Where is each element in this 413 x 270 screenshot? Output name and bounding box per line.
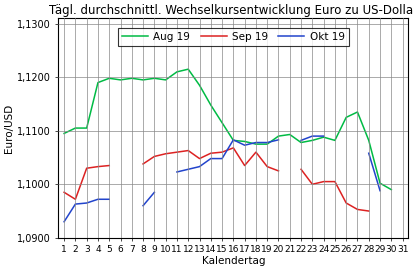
Aug 19 <box>231 139 236 142</box>
Okt 19 <box>95 198 100 201</box>
Sep 19 <box>107 164 112 167</box>
Okt 19 <box>73 202 78 206</box>
Aug 19 <box>174 70 179 73</box>
Title: Tägl. durchschnittl. Wechselkursentwicklung Euro zu US-Dollar: Tägl. durchschnittl. Wechselkursentwickl… <box>49 4 413 17</box>
Aug 19 <box>366 139 371 142</box>
Aug 19 <box>254 143 259 146</box>
Aug 19 <box>208 103 213 107</box>
Aug 19 <box>299 141 304 144</box>
Line: Sep 19: Sep 19 <box>64 166 109 199</box>
Aug 19 <box>140 78 145 82</box>
Aug 19 <box>220 121 225 124</box>
Aug 19 <box>152 77 157 80</box>
Aug 19 <box>163 78 168 82</box>
Aug 19 <box>95 81 100 84</box>
Okt 19 <box>62 220 66 223</box>
X-axis label: Kalendertag: Kalendertag <box>202 256 265 266</box>
Aug 19 <box>276 134 281 138</box>
Line: Okt 19: Okt 19 <box>64 199 109 222</box>
Sep 19 <box>95 165 100 168</box>
Aug 19 <box>332 139 337 142</box>
Aug 19 <box>84 126 89 130</box>
Aug 19 <box>62 132 66 135</box>
Line: Aug 19: Aug 19 <box>64 69 392 190</box>
Aug 19 <box>73 126 78 130</box>
Aug 19 <box>344 116 349 119</box>
Aug 19 <box>107 77 112 80</box>
Okt 19 <box>84 201 89 205</box>
Sep 19 <box>62 191 66 194</box>
Aug 19 <box>355 110 360 114</box>
Aug 19 <box>242 140 247 143</box>
Aug 19 <box>287 133 292 136</box>
Aug 19 <box>389 188 394 191</box>
Okt 19 <box>107 198 112 201</box>
Aug 19 <box>129 77 134 80</box>
Sep 19 <box>84 167 89 170</box>
Aug 19 <box>310 139 315 142</box>
Aug 19 <box>118 78 123 82</box>
Aug 19 <box>186 68 191 71</box>
Aug 19 <box>321 136 326 139</box>
Aug 19 <box>377 182 382 185</box>
Y-axis label: Euro/USD: Euro/USD <box>4 103 14 153</box>
Aug 19 <box>265 143 270 146</box>
Legend: Aug 19, Sep 19, Okt 19: Aug 19, Sep 19, Okt 19 <box>118 28 349 46</box>
Sep 19 <box>73 198 78 201</box>
Aug 19 <box>197 84 202 87</box>
